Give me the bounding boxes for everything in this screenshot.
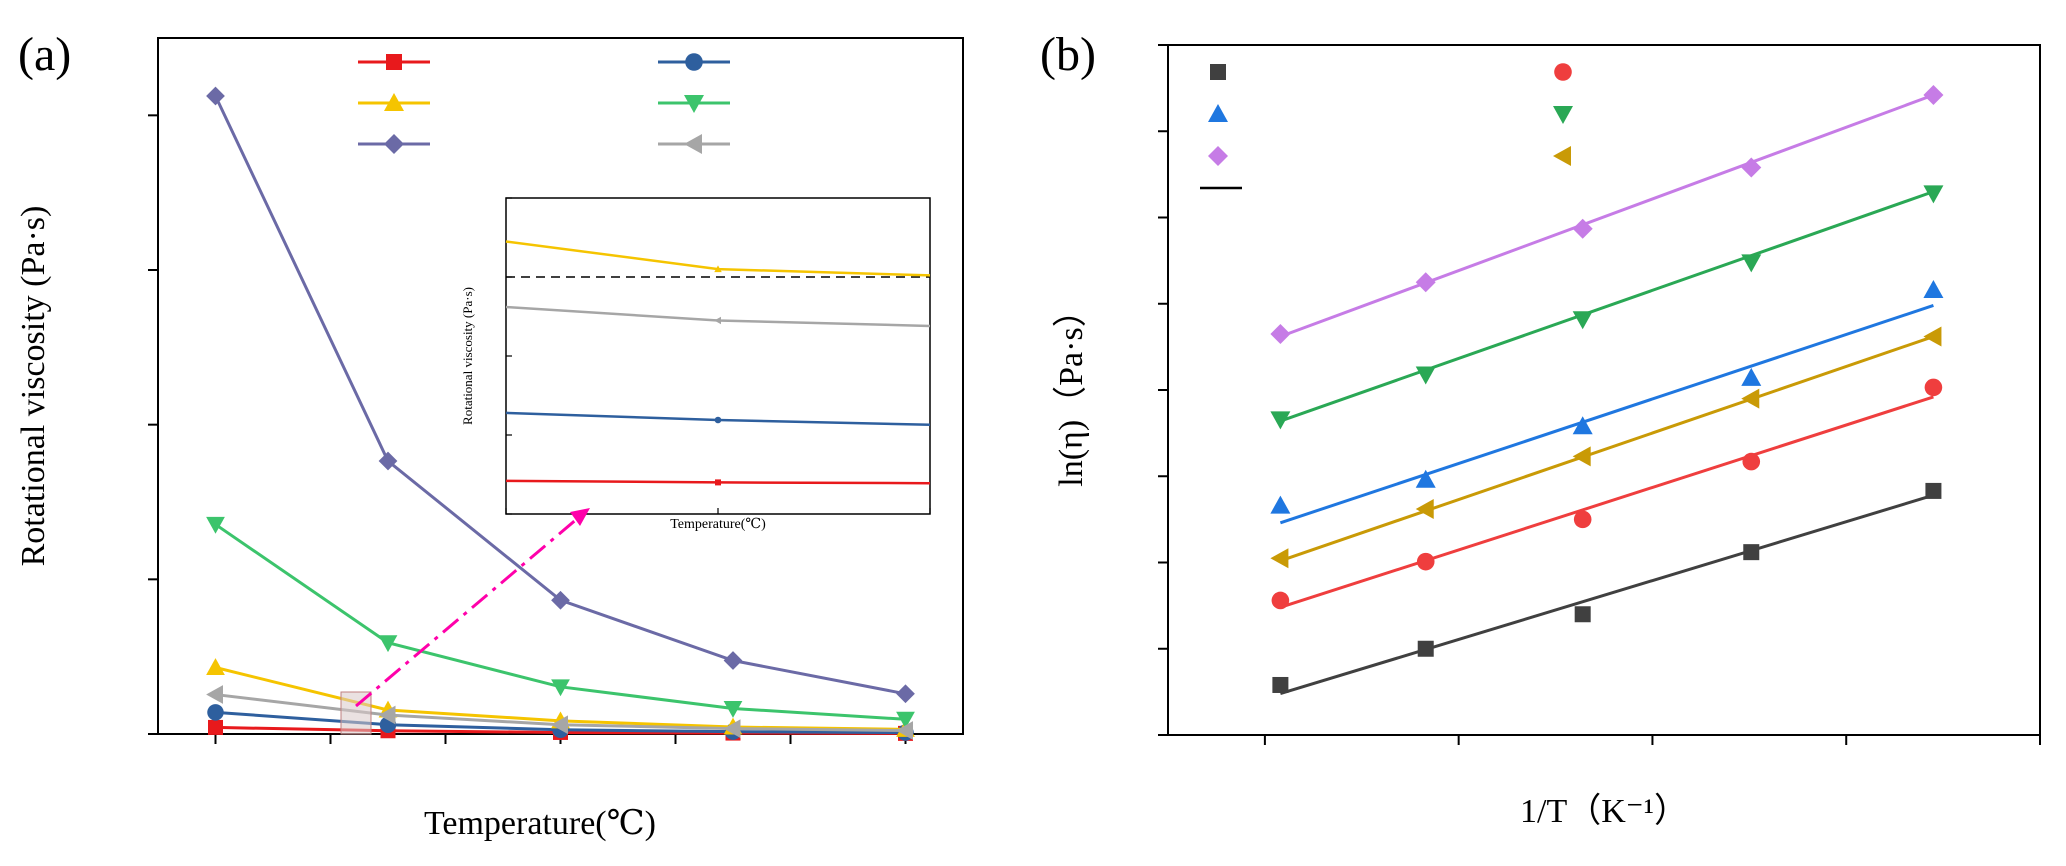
inset-data-point-p10 xyxy=(714,416,722,424)
data-point-b_p10 xyxy=(1742,452,1761,471)
panel-a-label: (a) xyxy=(18,28,71,81)
inset-series xyxy=(505,240,931,486)
data-point-b_p40 xyxy=(1270,323,1291,344)
legend-marker-b_sbs xyxy=(1553,146,1571,166)
panel-a-x-axis-label: Temperature(℃) xyxy=(424,805,656,842)
data-point-sbs xyxy=(723,719,741,738)
legend-marker-p30 xyxy=(684,95,704,113)
legend-marker-b_p10 xyxy=(1554,63,1572,81)
zoom-arrow xyxy=(355,516,579,708)
data-point-b_p20 xyxy=(1923,279,1944,298)
panel-a-y-axis-label: Rotational viscosity (Pa·s) xyxy=(15,206,52,567)
data-point-p40 xyxy=(378,451,398,471)
data-point-p30 xyxy=(378,635,398,653)
panel-b-label: (b) xyxy=(1040,28,1096,81)
legend-marker-b_p20 xyxy=(1208,104,1228,122)
legend-marker-b_p30 xyxy=(1553,106,1573,124)
data-point-b_p40 xyxy=(1415,272,1436,293)
data-point-b_p30 xyxy=(1270,411,1291,430)
data-point-b_sbs xyxy=(1923,326,1942,347)
panel-a-legend xyxy=(358,53,730,154)
fit-line-b_p40 xyxy=(1279,93,1934,338)
data-point-b_p30 xyxy=(1572,311,1593,330)
inset-data-point-sbs xyxy=(714,316,721,325)
data-point-p20 xyxy=(206,658,225,675)
panel-b-fit-lines xyxy=(1279,93,1934,696)
data-point-sbs xyxy=(896,721,913,740)
panel-a: (a) Temperature(℃) Rotational viscosity … xyxy=(15,28,964,842)
data-point-p40 xyxy=(551,590,570,610)
data-point-sbs xyxy=(551,715,568,735)
legend-marker-base xyxy=(386,54,402,70)
data-point-b_base xyxy=(1417,640,1434,657)
panel-b: (b) 1/T（K⁻¹） ln(η)（Pa·s） xyxy=(1040,28,2041,830)
inset-frame xyxy=(505,197,931,515)
panel-b-legend xyxy=(1200,63,1573,190)
fit-line-b_p30 xyxy=(1279,190,1934,423)
data-point-p30 xyxy=(896,711,915,729)
data-point-b_p30 xyxy=(1415,366,1436,385)
data-point-b_sbs xyxy=(1741,388,1760,409)
data-point-b_p10 xyxy=(1924,378,1943,397)
data-point-p40 xyxy=(896,684,915,704)
panel-a-inset: Temperature(℃) Rotational viscosity (Pa·… xyxy=(460,197,931,532)
data-point-p30 xyxy=(206,516,225,534)
legend-marker-sbs xyxy=(684,134,702,154)
data-point-b_base xyxy=(1574,606,1591,623)
inset-axes xyxy=(505,197,931,515)
fit-line-b_p20 xyxy=(1279,304,1934,525)
data-point-b_p30 xyxy=(1923,185,1944,204)
data-point-b_p10 xyxy=(1271,591,1290,610)
data-point-b_p10 xyxy=(1416,552,1435,571)
legend-marker-p40 xyxy=(384,134,404,154)
data-point-b_p20 xyxy=(1741,367,1762,386)
data-point-b_sbs xyxy=(1572,446,1591,467)
data-point-b_p20 xyxy=(1270,495,1291,514)
panel-b-x-axis-label: 1/T（K⁻¹） xyxy=(1520,792,1688,830)
data-point-b_p20 xyxy=(1415,469,1436,488)
inset-y-axis-label: Rotational viscosity (Pa·s) xyxy=(460,287,475,425)
inset-data-point-base xyxy=(715,479,721,486)
panel-b-y-axis-label: ln(η)（Pa·s） xyxy=(1052,293,1090,486)
data-point-p10 xyxy=(207,704,224,721)
legend-marker-p20 xyxy=(384,93,404,111)
data-point-sbs xyxy=(206,685,223,704)
zoom-arrow-head xyxy=(570,508,590,526)
legend-marker-b_base xyxy=(1210,64,1226,80)
panel-a-series xyxy=(206,86,915,741)
panel-b-frame xyxy=(1167,44,2041,736)
panel-b-points xyxy=(1270,85,1944,693)
data-point-p40 xyxy=(206,86,225,106)
fit-line-b_base xyxy=(1279,493,1934,696)
legend-marker-b_p40 xyxy=(1208,146,1228,166)
data-point-b_p10 xyxy=(1573,510,1592,529)
data-point-b_sbs xyxy=(1415,499,1434,520)
data-point-p40 xyxy=(723,651,743,670)
data-point-b_p40 xyxy=(1572,218,1593,239)
data-point-p30 xyxy=(723,700,743,718)
panel-b-axes xyxy=(1158,44,2041,745)
data-point-b_p30 xyxy=(1741,254,1762,273)
data-point-base xyxy=(208,719,223,735)
fit-line-b_p10 xyxy=(1279,395,1934,609)
data-point-b_base xyxy=(1743,544,1760,561)
inset-data-point-p20 xyxy=(714,265,722,273)
data-point-b_base xyxy=(1925,482,1942,499)
data-point-b_p40 xyxy=(1741,157,1762,178)
data-point-b_base xyxy=(1272,676,1289,693)
data-point-b_p40 xyxy=(1923,85,1944,106)
legend-marker-p10 xyxy=(685,53,703,71)
data-point-sbs xyxy=(378,705,396,725)
data-point-p30 xyxy=(551,679,570,697)
data-point-b_sbs xyxy=(1270,548,1289,569)
inset-x-axis-label: Temperature(℃) xyxy=(670,517,766,532)
fit-line-b_sbs xyxy=(1279,335,1934,563)
data-point-b_p20 xyxy=(1572,416,1593,435)
